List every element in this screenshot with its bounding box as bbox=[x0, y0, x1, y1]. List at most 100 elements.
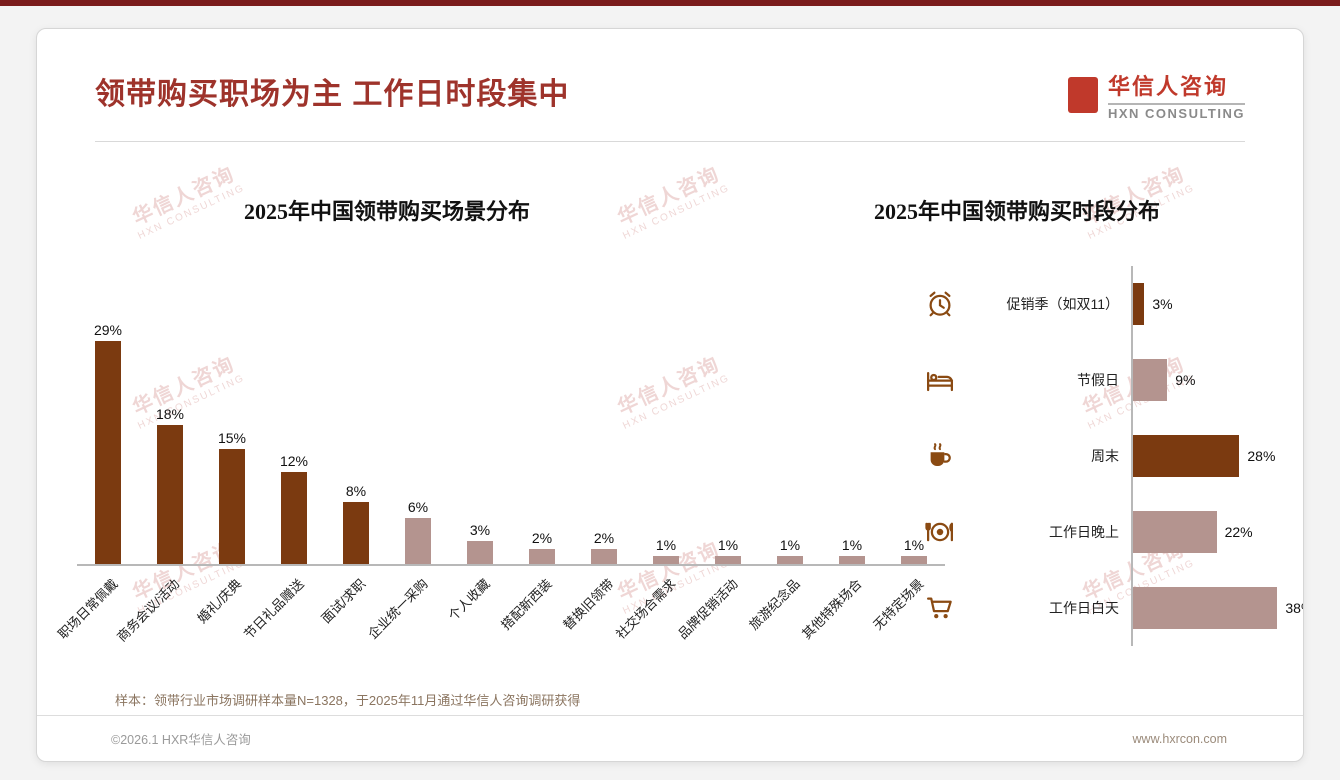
bar-zone: 38% bbox=[1131, 570, 1303, 646]
scenario-bar-item: 2% bbox=[511, 530, 573, 564]
bar-value-label: 6% bbox=[407, 498, 429, 515]
bar bbox=[219, 448, 245, 564]
bar-value-label: 1% bbox=[779, 537, 801, 554]
bar bbox=[901, 556, 927, 564]
time-category-label: 工作日晚上 bbox=[1049, 524, 1119, 540]
bar-value-label: 38% bbox=[1285, 600, 1303, 616]
time-bar-row: 工作日晚上 22% bbox=[925, 494, 1303, 570]
scenario-bar-item: 18% bbox=[139, 406, 201, 564]
scenario-bars: 29% 18% 15% 12% 8% 6% 3% 2% 2% 1% 1% 1% 1% 1% bbox=[77, 316, 945, 566]
bar bbox=[529, 548, 555, 564]
time-category-label: 促销季（如双11） bbox=[1006, 296, 1119, 312]
logo-cn: 华信人咨询 bbox=[1107, 74, 1228, 99]
slide-header: 领带购买职场为主 工作日时段集中 华信人咨询 HXN CONSULTING bbox=[37, 29, 1303, 121]
bar-value-label: 3% bbox=[1152, 296, 1173, 312]
cart-icon bbox=[925, 593, 971, 623]
scenario-bar-item: 1% bbox=[821, 537, 883, 564]
scenario-bar-item: 8% bbox=[325, 483, 387, 564]
bar-zone: 28% bbox=[1131, 418, 1275, 494]
bar-zone: 9% bbox=[1131, 342, 1195, 418]
bar-value-label: 18% bbox=[155, 406, 185, 423]
bar-zone: 3% bbox=[1131, 266, 1173, 342]
time-category-label: 工作日白天 bbox=[1049, 600, 1119, 616]
bar bbox=[281, 471, 307, 564]
bar-value-label: 1% bbox=[841, 537, 863, 554]
bar bbox=[95, 340, 121, 564]
bar-value-label: 29% bbox=[93, 321, 123, 338]
x-axis-label: 职场日常佩戴 bbox=[54, 576, 121, 642]
time-bar-row: 促销季（如双11） 3% bbox=[925, 266, 1303, 342]
time-category-label: 节假日 bbox=[1077, 372, 1119, 388]
bar bbox=[1133, 359, 1168, 401]
scenario-bar-item: 1% bbox=[635, 537, 697, 564]
dining-icon bbox=[925, 517, 971, 547]
bar-value-label: 2% bbox=[531, 529, 553, 546]
header-divider bbox=[95, 141, 1245, 142]
time-chart-title: 2025年中国领带购买时段分布 bbox=[873, 199, 1160, 224]
bar bbox=[405, 517, 431, 564]
scenario-bar-item: 6% bbox=[387, 499, 449, 564]
logo-en: HXN CONSULTING bbox=[1107, 103, 1245, 121]
top-accent-bar bbox=[0, 0, 1340, 6]
bar bbox=[591, 548, 617, 564]
slide-card: 华信人咨询 HXN CONSULTING 华信人咨询 HXN CONSULTING 华信… bbox=[36, 28, 1304, 762]
bar-value-label: 1% bbox=[655, 537, 677, 554]
bar bbox=[1133, 587, 1278, 629]
copyright-text: ©2026.1 HXR华信人咨询 bbox=[111, 733, 251, 747]
bar bbox=[467, 540, 493, 564]
alarm-clock-icon bbox=[925, 289, 971, 319]
bar-value-label: 2% bbox=[593, 529, 615, 546]
scenario-bar-item: 1% bbox=[883, 537, 945, 564]
scenario-bar-item: 1% bbox=[697, 537, 759, 564]
bar-value-label: 12% bbox=[279, 452, 309, 469]
time-bar-row: 周末 28% bbox=[925, 418, 1303, 494]
scenario-bar-item: 12% bbox=[263, 453, 325, 564]
coffee-icon bbox=[925, 441, 971, 471]
x-axis-label-cell: 节日礼品赠送 bbox=[241, 566, 325, 678]
scenario-bar-item: 15% bbox=[201, 429, 263, 564]
bar-zone: 22% bbox=[1131, 494, 1253, 570]
x-axis-label: 婚礼/庆典 bbox=[194, 576, 245, 627]
sample-note: 样本：领带行业市场调研样本量N=1328，于2025年11月通过华信人咨询调研获… bbox=[115, 693, 581, 708]
scenario-chart-title: 2025年中国领带购买场景分布 bbox=[243, 199, 530, 224]
logo-text: 华信人咨询 HXN CONSULTING bbox=[1107, 69, 1245, 121]
logo-mark-icon bbox=[1067, 77, 1098, 113]
time-bar-row: 节假日 9% bbox=[925, 342, 1303, 418]
scenario-chart: 29% 18% 15% 12% 8% 6% 3% 2% 2% 1% 1% 1% 1% 1% 职场日常佩戴商… bbox=[55, 316, 945, 678]
bed-icon bbox=[925, 365, 971, 395]
bar-value-label: 9% bbox=[1175, 372, 1196, 388]
bar bbox=[1133, 511, 1217, 553]
scenario-axis-labels: 职场日常佩戴 商务会议/活动 婚礼/庆典 节日礼品赠送 面试/求职 企业统一采购 个人收藏搭… bbox=[55, 566, 945, 678]
bar-value-label: 1% bbox=[717, 537, 739, 554]
charts-area: 2025年中国领带购买场景分布 2025年中国领带购买时段分布 29% 18% 15… bbox=[37, 142, 1303, 682]
scenario-bar-item: 1% bbox=[759, 537, 821, 564]
x-axis-label-cell: 企业统一采购 bbox=[365, 566, 449, 678]
bar bbox=[653, 556, 679, 564]
x-axis-label-cell: 商务会议/活动 bbox=[114, 566, 201, 678]
bar bbox=[777, 556, 803, 564]
time-category-label: 周末 bbox=[1091, 448, 1119, 464]
bar-value-label: 15% bbox=[217, 429, 247, 446]
slide-footer: ©2026.1 HXR华信人咨询 www.hxrcon.com bbox=[37, 715, 1303, 761]
bar bbox=[715, 556, 741, 564]
x-axis-label: 面试/求职 bbox=[318, 576, 369, 627]
brand-logo: 华信人咨询 HXN CONSULTING bbox=[1067, 69, 1245, 121]
scenario-bar-item: 2% bbox=[573, 530, 635, 564]
bar-value-label: 8% bbox=[345, 483, 367, 500]
scenario-bar-item: 3% bbox=[449, 522, 511, 564]
bar-value-label: 1% bbox=[903, 537, 925, 554]
bar bbox=[1133, 435, 1240, 477]
bar bbox=[1133, 283, 1145, 325]
bar bbox=[343, 502, 369, 564]
page-title: 领带购买职场为主 工作日时段集中 bbox=[95, 78, 570, 111]
bar bbox=[157, 425, 183, 564]
bar-value-label: 28% bbox=[1247, 448, 1276, 464]
time-chart: 促销季（如双11） 3% 节假日 9% 周末 28% 工作日晚上 22% 工作日白天 38% bbox=[925, 266, 1303, 646]
bar-value-label: 3% bbox=[469, 521, 491, 538]
time-bar-row: 工作日白天 38% bbox=[925, 570, 1303, 646]
website-link[interactable]: www.hxrcon.com bbox=[1132, 731, 1227, 746]
x-axis-label: 个人收藏 bbox=[445, 576, 493, 624]
scenario-bar-item: 29% bbox=[77, 322, 139, 564]
bar bbox=[839, 556, 865, 564]
bar-value-label: 22% bbox=[1224, 524, 1253, 540]
